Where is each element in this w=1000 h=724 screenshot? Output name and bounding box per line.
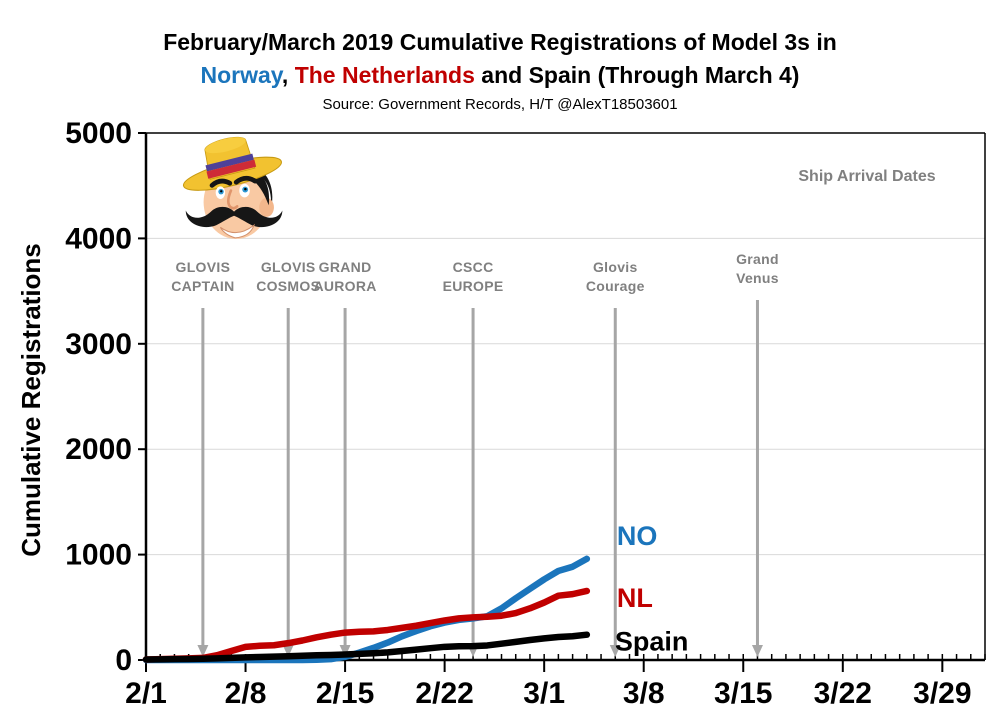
mascot-hat [182,136,282,191]
ship-arrow-head [751,645,763,657]
x-tick-label: 3/8 [623,677,665,710]
series-label-no: NO [617,521,658,551]
series-label-nl: NL [617,583,653,613]
ship-arrival-dates-heading: Ship Arrival Dates [798,168,935,185]
x-tick-label: 3/15 [714,677,772,710]
chart-source: Source: Government Records, H/T @AlexT18… [322,96,678,113]
y-tick-label: 3000 [65,328,132,361]
x-tick-label: 3/22 [814,677,872,710]
hat-band-purple [205,153,254,172]
ship-label: CSCC EUROPE [443,259,504,294]
x-tick-label: 2/8 [225,677,267,710]
x-tick-label: 2/22 [415,677,473,710]
x-tick-label: 2/1 [125,677,167,710]
y-tick-label: 4000 [65,222,132,255]
y-axis-title: Cumulative Registrations [16,243,46,557]
hat-top [204,137,246,154]
chart-generated-layer: 0 1000 2000 3000 4000 5000 2/1 2/8 2/15 2/22 3/1 3/… [65,117,986,710]
y-tick-label: 5000 [65,117,132,150]
title-block: February/March 2019 Cumulative Registrat… [0,26,1000,113]
ship-label: Grand Venus [736,251,779,286]
ship-arrow-head [282,645,294,657]
mascot-brow-right [233,175,258,185]
series-label-spain: Spain [615,627,689,657]
y-tick-label: 2000 [65,433,132,466]
mascot-brow-left [209,178,233,188]
title-rest: and Spain (Through March 4) [474,62,800,88]
ship-label: Glovis Courage [586,259,645,294]
mascot-icon [182,136,283,239]
x-tick-label: 3/1 [523,677,565,710]
title-netherlands: The Netherlands [294,62,475,88]
ship-arrow-head [339,645,351,657]
series-line-spain [142,631,591,663]
chart-title-line1: February/March 2019 Cumulative Registrat… [163,29,837,55]
series-line-the-netherlands [142,587,591,663]
ship-label: GLOVIS CAPTAIN [171,259,234,294]
mascot-ear [259,197,274,217]
ship-label: GRAND AURORA [313,259,376,294]
y-tick-label: 0 [115,644,132,677]
chart-title-line2: Norway, The Netherlands and Spain (Throu… [0,59,1000,92]
ship-label: GLOVIS COSMOS [256,259,320,294]
mascot-pupil-right [244,187,247,191]
x-tick-label: 2/15 [316,677,374,710]
x-tick-label: 3/29 [913,677,971,710]
hat-band-red [206,159,257,179]
mascot-smile [219,223,256,239]
y-tick-label: 1000 [65,539,132,572]
title-comma: , [281,62,295,88]
mascot-mustache [185,206,283,228]
mascot-pupil-left [220,190,223,193]
ship-arrow-head [609,645,621,657]
mascot-nose [226,189,239,210]
title-norway: Norway [200,62,282,88]
ship-arrow-head [197,645,209,657]
